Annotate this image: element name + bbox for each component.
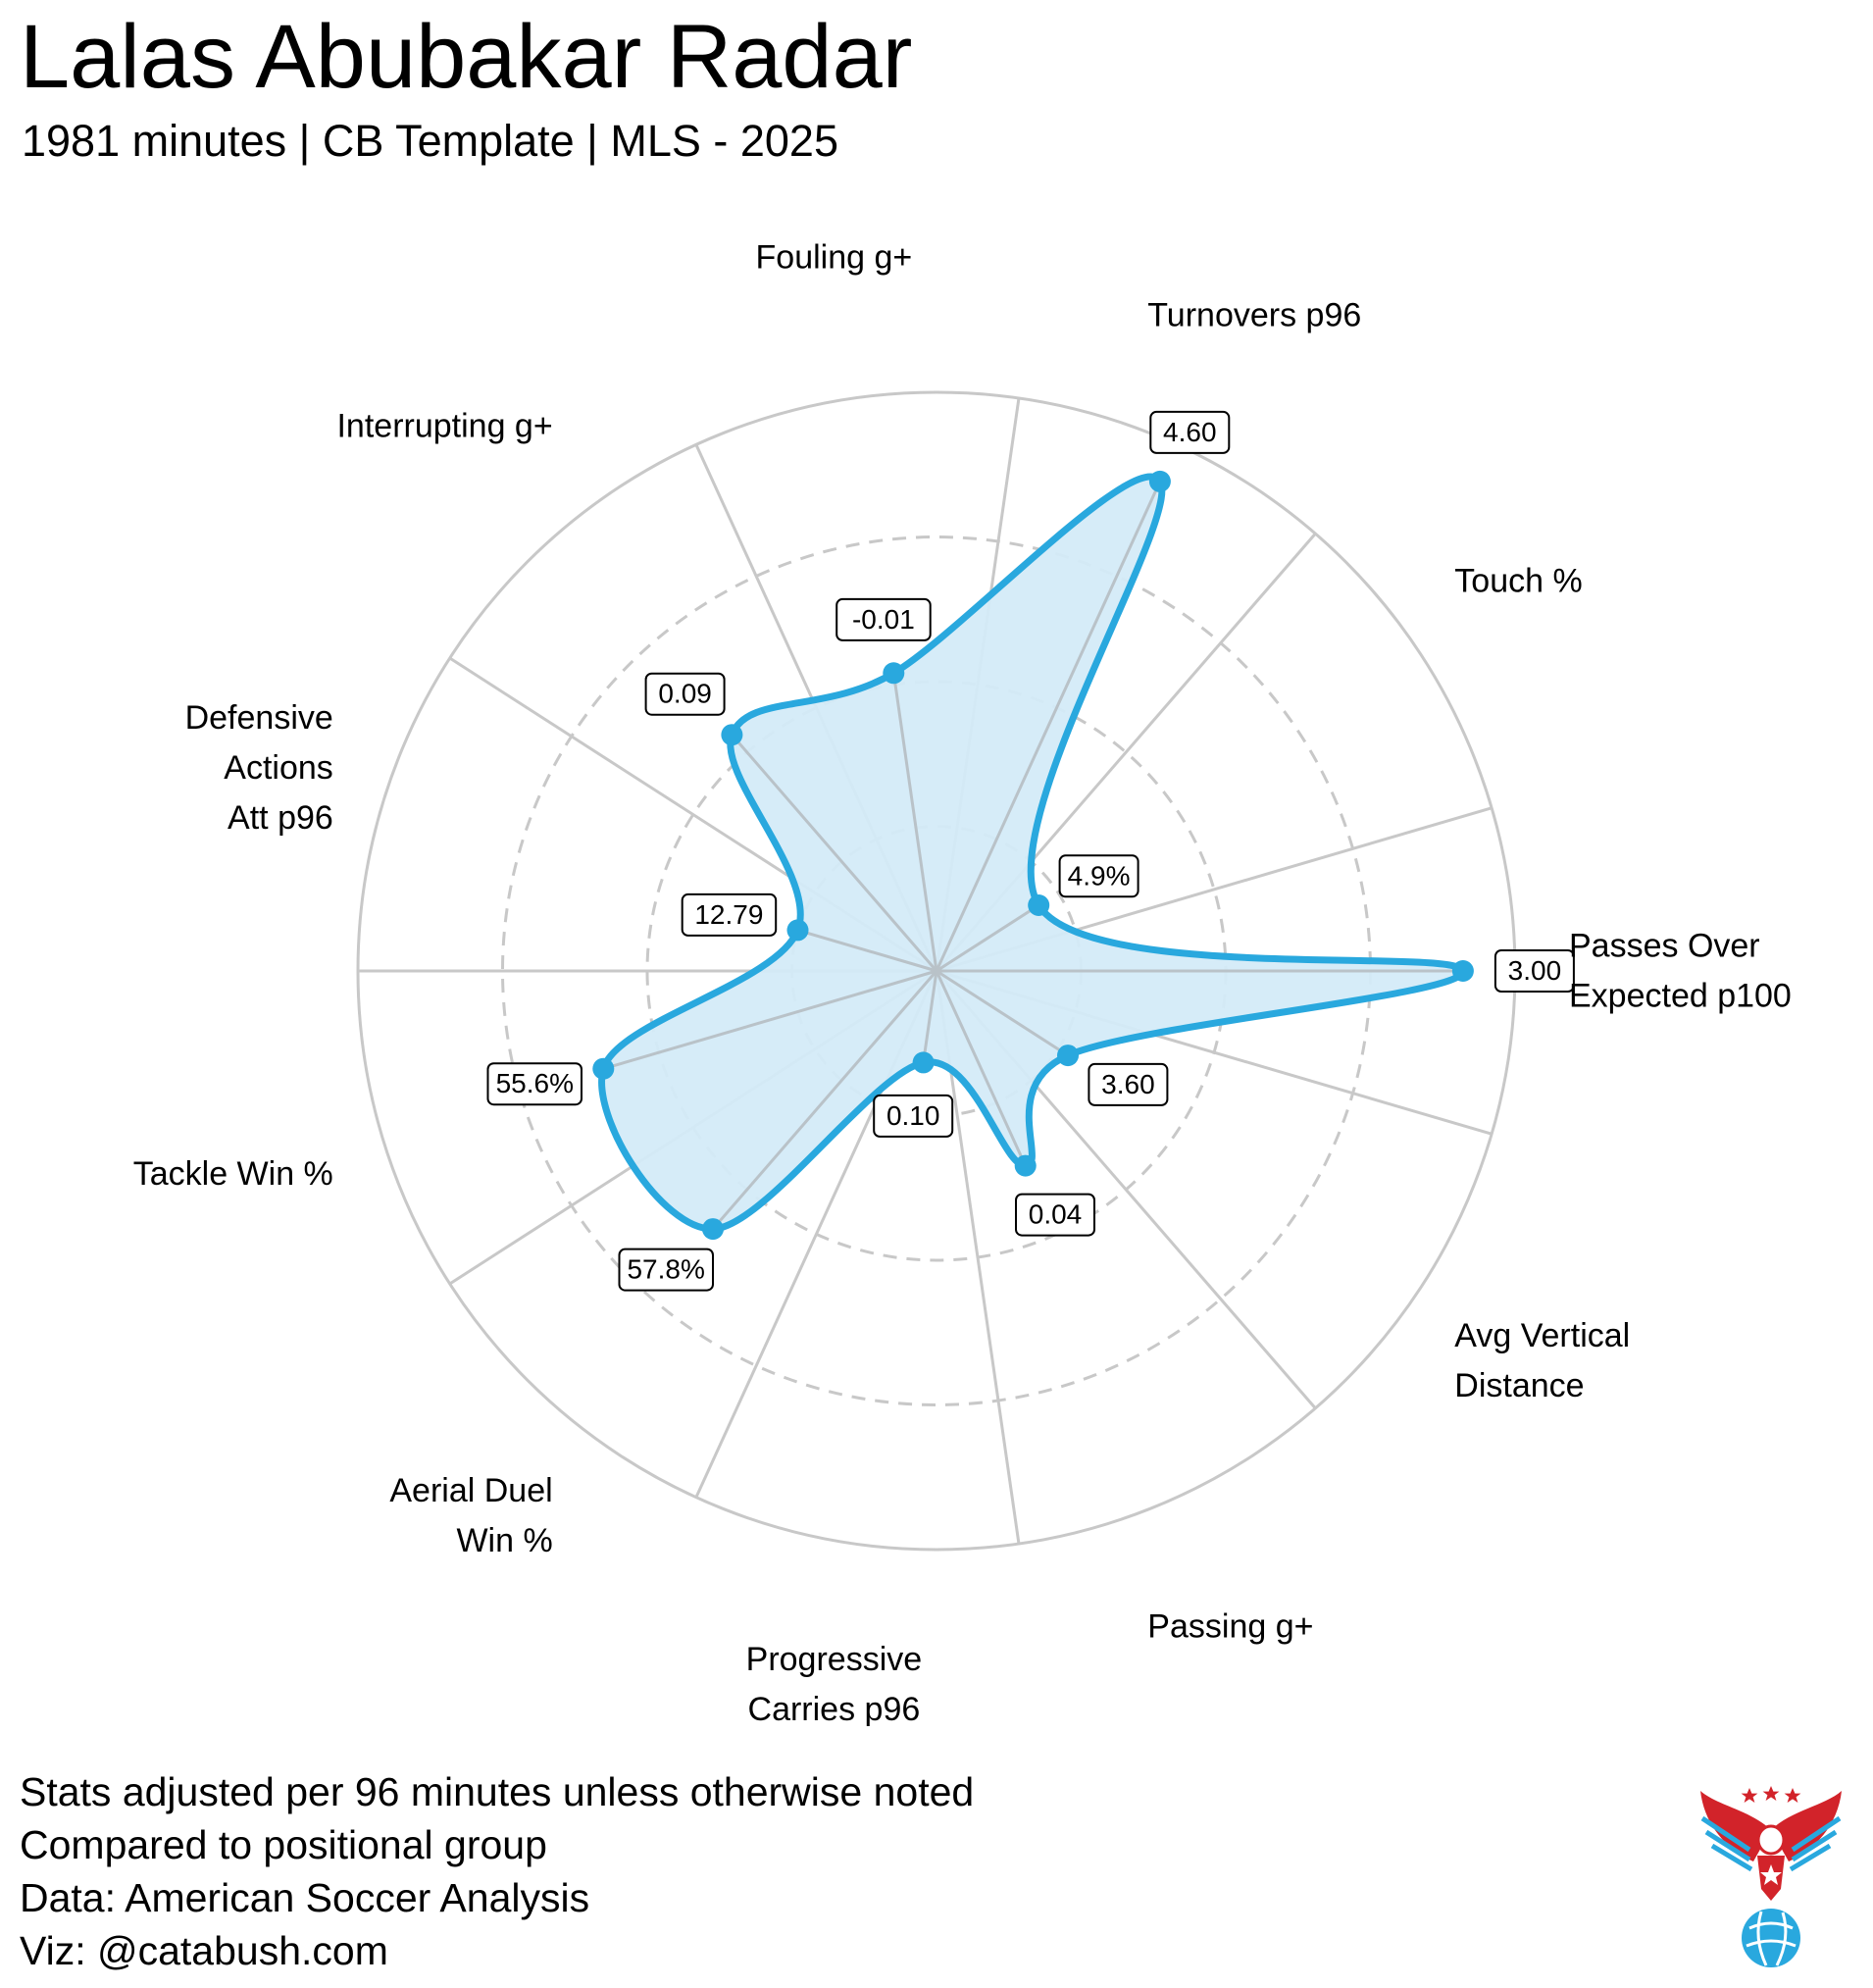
logo-wings <box>1700 1791 1842 1872</box>
footer-note-viz-credit: Viz: @catabush.com <box>20 1928 388 1973</box>
axis-label-turnovers-p96: Turnovers p96 <box>1147 296 1361 333</box>
value-label-fouling-g: -0.01 <box>835 597 932 641</box>
svg-text:0.09: 0.09 <box>658 679 712 709</box>
footer-note-comparison: Compared to positional group <box>20 1822 547 1867</box>
spoke-defensive-actions-att-p96 <box>797 929 937 973</box>
logo-soccer-ball <box>1742 1909 1800 1967</box>
radar-chart: 3.00 4.9% 4.60 -0.01 0.09 12.79 55.6% 57.8% 0.10… <box>133 239 1792 1727</box>
point-fouling-g <box>883 662 905 685</box>
value-label-turnovers-p96: 4.60 <box>1149 410 1231 454</box>
spoke-aerial-duel-win <box>711 970 938 1231</box>
svg-text:55.6%: 55.6% <box>496 1068 574 1098</box>
point-defensive-actions-att-p96 <box>786 919 809 942</box>
chart-title: Lalas Abubakar Radar <box>20 7 913 107</box>
svg-text:3.60: 3.60 <box>1101 1069 1155 1099</box>
point-passes-over-expected-p100 <box>1451 960 1474 982</box>
svg-text:0.04: 0.04 <box>1029 1199 1083 1230</box>
spoke-progressive-carries-p96 <box>922 970 938 1063</box>
axis-label-progressive-carries-p96: Progressive Carries p96 <box>746 1641 923 1726</box>
spoke-tackle-win <box>602 969 937 1071</box>
point-interrupting-g <box>721 724 743 746</box>
svg-text:0.10: 0.10 <box>886 1100 940 1131</box>
spoke-touch <box>936 903 1040 973</box>
logo-eagle-body <box>1756 1824 1786 1901</box>
spoke-avg-vertical-distance <box>936 969 1069 1057</box>
value-label-passes-over-expected-p100: 3.00 <box>1493 949 1575 993</box>
spoke-passing-g <box>935 970 1028 1167</box>
svg-text:-0.01: -0.01 <box>852 604 915 635</box>
axis-label-interrupting-g: Interrupting g+ <box>336 408 552 445</box>
value-label-aerial-duel-win: 57.8% <box>618 1248 714 1292</box>
value-label-progressive-carries-p96: 0.10 <box>873 1094 954 1138</box>
value-label-defensive-actions-att-p96: 12.79 <box>681 892 778 937</box>
chart-subtitle: 1981 minutes | CB Template | MLS - 2025 <box>22 116 838 166</box>
svg-text:12.79: 12.79 <box>694 899 763 930</box>
footer-note-data-source: Data: American Soccer Analysis <box>20 1875 590 1920</box>
svg-text:57.8%: 57.8% <box>627 1254 704 1285</box>
svg-text:3.00: 3.00 <box>1508 955 1562 986</box>
svg-text:4.9%: 4.9% <box>1068 860 1131 891</box>
axis-label-tackle-win: Tackle Win % <box>133 1155 333 1193</box>
axis-label-passing-g: Passing g+ <box>1147 1608 1313 1646</box>
logo-stars <box>1741 1786 1801 1803</box>
spoke-fouling-g <box>891 673 938 972</box>
axis-label-passes-over-expected-p100: Passes Over Expected p100 <box>1569 928 1792 1015</box>
value-label-touch: 4.9% <box>1058 854 1139 898</box>
point-tackle-win <box>592 1057 615 1080</box>
svg-text:4.60: 4.60 <box>1163 417 1217 447</box>
axis-label-aerial-duel-win: Aerial Duel Win % <box>389 1472 552 1559</box>
point-aerial-duel-win <box>702 1218 724 1241</box>
axis-label-fouling-g: Fouling g+ <box>756 239 913 277</box>
footer-note-adjustment: Stats adjusted per 96 minutes unless oth… <box>20 1769 975 1814</box>
eagle-soccer-ball-icon <box>1700 1786 1842 1967</box>
value-label-passing-g: 0.04 <box>1015 1193 1095 1237</box>
axis-label-defensive-actions-att-p96: Defensive Actions Att p96 <box>185 699 333 837</box>
value-label-avg-vertical-distance: 3.60 <box>1088 1062 1169 1106</box>
footer-notes: Stats adjusted per 96 minutes unless oth… <box>20 1765 974 1977</box>
point-turnovers-p96 <box>1148 470 1171 492</box>
axis-label-touch: Touch % <box>1454 563 1582 600</box>
spoke-interrupting-g <box>731 734 938 972</box>
radar-labels: 3.00 4.9% 4.60 -0.01 0.09 12.79 55.6% 57.8% 0.10… <box>133 239 1792 1727</box>
value-label-tackle-win: 55.6% <box>486 1062 582 1106</box>
point-touch <box>1028 894 1050 916</box>
value-label-interrupting-g: 0.09 <box>644 672 726 716</box>
point-passing-g <box>1014 1154 1037 1177</box>
radar-points <box>592 470 1474 1241</box>
point-progressive-carries-p96 <box>912 1051 935 1074</box>
spoke-turnovers-p96 <box>935 481 1162 972</box>
point-avg-vertical-distance <box>1057 1045 1079 1067</box>
radar-area-fill <box>601 476 1463 1230</box>
axis-label-avg-vertical-distance: Avg Vertical Distance <box>1454 1317 1630 1404</box>
